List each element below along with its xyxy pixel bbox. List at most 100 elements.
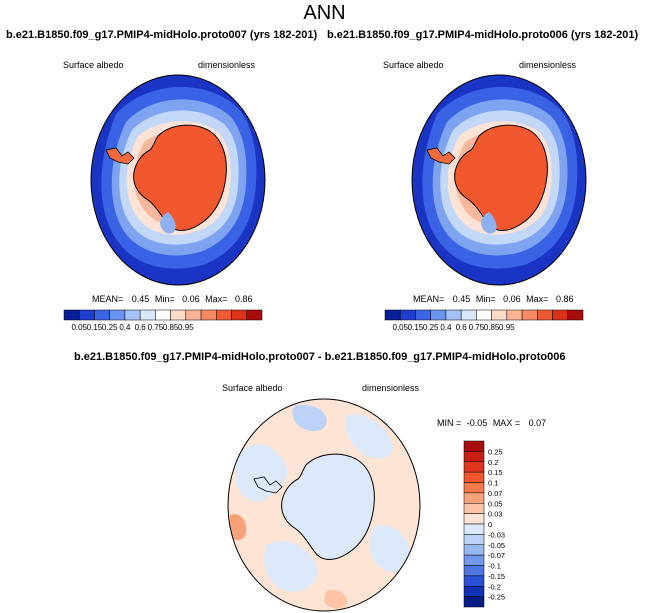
colorbar-left-tick-label: 0.75 <box>148 323 164 332</box>
min-value-right: 0.06 <box>503 294 521 304</box>
colorbar-diff-tick-label: -0.15 <box>488 572 505 581</box>
min-value-left: 0.06 <box>182 294 200 304</box>
colorbar-diff-tick-label: 0.1 <box>488 479 498 488</box>
colorbar-right-swatch <box>552 309 569 321</box>
stats-line-left: MEAN= 0.45 Min= 0.06 Max= 0.86 <box>92 294 252 304</box>
colorbar-diff-swatch <box>463 440 485 452</box>
colorbar-diff-swatch <box>463 503 485 514</box>
colorbar-diff-swatch <box>463 461 485 473</box>
map-right <box>411 74 587 286</box>
colorbar-right-tick-label: 0.6 <box>456 323 468 332</box>
colorbar-diff-tick-label: -0.25 <box>488 593 505 602</box>
colorbar-diff-tick-label: 0 <box>488 520 492 529</box>
colorbar-right-tick-label: 0.85 <box>484 323 500 332</box>
diff-min-label: MIN = <box>437 418 462 428</box>
colorbar-right-tick-label: 0.75 <box>469 323 485 332</box>
diff-panel-title: b.e21.B1850.f09_g17.PMIP4-midHolo.proto0… <box>74 351 566 363</box>
colorbar-diff-tick-label: 0.05 <box>488 499 503 508</box>
panel-title-right: b.e21.B1850.f09_g17.PMIP4-midHolo.proto0… <box>327 29 639 41</box>
colorbar-diff-tick-label: -0.05 <box>488 541 505 550</box>
colorbar-left-swatch <box>78 309 95 321</box>
colorbar-diff-swatch <box>463 492 485 504</box>
units-label-diff: dimensionless <box>362 383 420 393</box>
diff-minmax: MIN = -0.05 MAX = 0.07 <box>437 418 546 428</box>
colorbar-diff-tick-label: -0.07 <box>488 551 505 560</box>
colorbar-left-tick-label: 0.6 <box>135 323 147 332</box>
colorbar-diff-swatch <box>463 513 485 525</box>
diff-max-label: MAX = <box>492 418 521 428</box>
colorbar-diff-swatch <box>463 586 485 597</box>
colorbar-left-swatch <box>109 309 126 321</box>
colorbar-right-swatch <box>415 309 431 321</box>
colorbar-diff-tick-label: -0.03 <box>488 530 505 539</box>
colorbar-right-swatch <box>476 309 492 321</box>
colorbar-right-tick-label: 0.4 <box>440 323 452 332</box>
mean-value-right: 0.45 <box>452 294 471 304</box>
colorbar-left-swatch <box>124 309 141 321</box>
colorbar-right-swatch <box>491 309 508 321</box>
colorbar-diff-tick-label: -0.1 <box>488 562 501 571</box>
colorbar-diff-swatch <box>463 575 485 587</box>
stats-line-right: MEAN= 0.45 Min= 0.06 Max= 0.86 <box>413 294 573 304</box>
colorbar-diff: 0.250.20.150.10.070.050.030-0.03-0.05-0.… <box>463 440 505 608</box>
colorbar-right-swatch <box>430 309 447 321</box>
colorbar-left-swatch <box>216 309 232 321</box>
max-value-left: 0.86 <box>234 294 253 304</box>
diff-max-value: 0.07 <box>528 418 547 428</box>
colorbar-left: 0.05 0.15 0.25 0.4 0.6 0.75 0.85 0.95 <box>63 309 263 332</box>
colorbar-left-swatch <box>139 309 156 321</box>
colorbar-diff-tick-label: 0.03 <box>488 510 503 519</box>
colorbar-right-swatch <box>384 309 401 321</box>
colorbar-left-swatch <box>231 309 248 321</box>
colorbar-left-swatch <box>246 309 263 321</box>
colorbar-left-swatch <box>170 309 187 321</box>
map-left <box>90 74 266 286</box>
variable-label-right: Surface albedo <box>383 60 444 70</box>
colorbar-left-swatch <box>200 309 217 321</box>
panel-title-left: b.e21.B1850.f09_g17.PMIP4-midHolo.proto0… <box>6 29 318 41</box>
min-label-right: Min= <box>475 294 496 304</box>
max-label-right: Max= <box>526 294 549 304</box>
main-title: ANN <box>303 2 346 24</box>
max-label-left: Max= <box>205 294 228 304</box>
colorbar-diff-tick-label: 0.25 <box>488 447 503 456</box>
colorbar-right-swatch <box>506 309 523 321</box>
colorbar-diff-swatch <box>463 534 485 545</box>
colorbar-right-swatch <box>521 309 538 321</box>
colorbar-left-swatch <box>63 309 80 321</box>
diff-min-value: -0.05 <box>466 418 488 428</box>
colorbar-left-tick-label: 0.95 <box>178 323 194 332</box>
colorbar-diff-swatch <box>463 596 485 608</box>
variable-label-left: Surface albedo <box>63 60 124 70</box>
colorbar-right-swatch <box>537 309 553 321</box>
colorbar-right-tick-label: 0.05 <box>392 323 408 332</box>
colorbar-right-tick-label: 0.95 <box>499 323 515 332</box>
colorbar-right-swatch <box>567 309 584 321</box>
colorbar-left-swatch <box>185 309 202 321</box>
colorbar-left-tick-label: 0.05 <box>71 323 87 332</box>
colorbar-right: 0.05 0.15 0.25 0.4 0.6 0.75 0.85 0.95 <box>384 309 584 332</box>
units-label-right: dimensionless <box>519 60 577 70</box>
colorbar-diff-tick-label: 0.07 <box>488 489 503 498</box>
colorbar-right-swatch <box>399 309 416 321</box>
colorbar-diff-tick-label: 0.2 <box>488 458 498 467</box>
map-diff <box>227 398 421 612</box>
colorbar-diff-tick-label: 0.15 <box>488 468 503 477</box>
colorbar-diff-swatch <box>463 451 485 462</box>
colorbar-diff-swatch <box>463 565 485 577</box>
units-label-left: dimensionless <box>198 60 256 70</box>
colorbar-right-tick-label: 0.25 <box>423 323 439 332</box>
colorbar-diff-swatch <box>463 482 485 494</box>
min-label-left: Min= <box>154 294 175 304</box>
colorbar-diff-swatch <box>463 471 485 483</box>
mean-label-left: MEAN= <box>92 294 124 304</box>
colorbar-left-tick-label: 0.25 <box>102 323 118 332</box>
colorbar-right-swatch <box>445 309 462 321</box>
colorbar-right-tick-label: 0.15 <box>408 323 424 332</box>
colorbar-diff-swatch <box>463 523 485 535</box>
colorbar-left-swatch <box>94 309 110 321</box>
colorbar-left-tick-label: 0.85 <box>163 323 179 332</box>
colorbar-left-tick-label: 0.15 <box>87 323 103 332</box>
colorbar-right-swatch <box>460 309 477 321</box>
colorbar-left-tick-label: 0.4 <box>119 323 131 332</box>
